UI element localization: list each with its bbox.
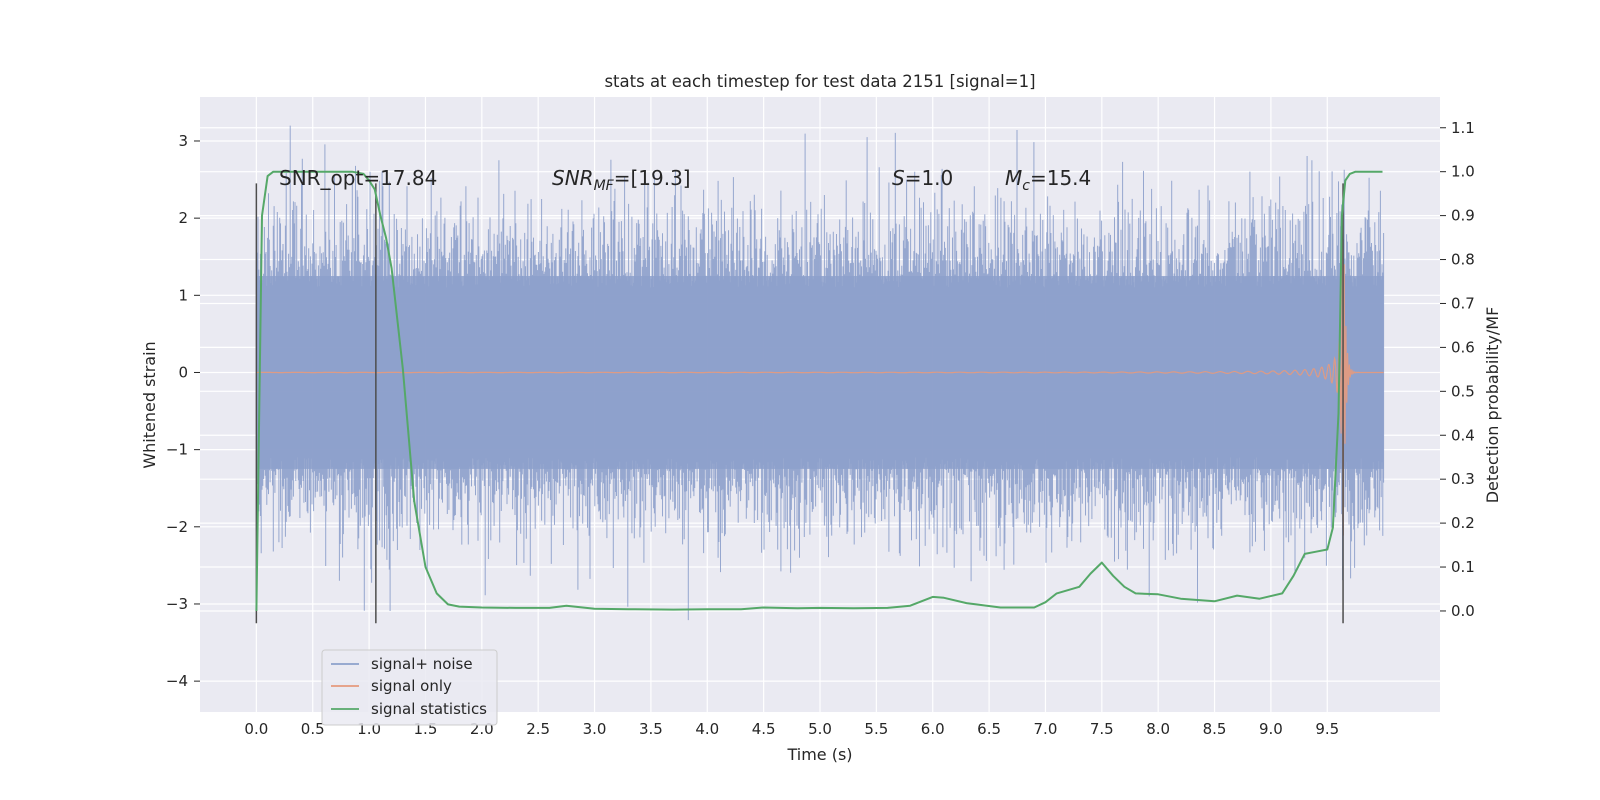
y-tick-label: 3: [178, 132, 188, 150]
snr-mf-subscript: MF: [594, 178, 615, 194]
x-tick-label: 9.5: [1315, 720, 1339, 738]
y-axis-label: Whitened strain: [140, 341, 159, 468]
annotation-snr-mf: SNRMF=[19.3]: [552, 166, 691, 194]
right-tick-label: 0.2: [1451, 514, 1475, 532]
right-tick-label: 1.1: [1451, 119, 1475, 137]
signal-statistics-series: [255, 170, 1383, 612]
x-tick-label: 0.5: [301, 720, 325, 738]
right-axis-label: Detection probability/MF: [1483, 307, 1502, 504]
x-tick-label: 2.5: [526, 720, 550, 738]
x-tick-label: 0.0: [244, 720, 268, 738]
legend-box: [321, 649, 498, 726]
signal-only-series: [256, 208, 1384, 536]
s-symbol: S: [892, 166, 905, 190]
x-tick-label: 4.0: [695, 720, 719, 738]
signal-statistics-line: [255, 170, 1383, 612]
right-tick-label: 0.0: [1451, 602, 1475, 620]
signal-only-line: [256, 208, 1384, 536]
x-axis-ticks: 0.0 0.5 1.0 1.5 2.0 2.5 3.0 3.5 4.0 4.5 5.0 5.5 6.0 6…: [244, 720, 1339, 738]
s-value: =1.0: [905, 166, 954, 190]
x-tick-label: 7.5: [1090, 720, 1114, 738]
annotation-snr-opt: SNR_opt=17.84: [279, 166, 437, 190]
x-tick-label: 8.0: [1146, 720, 1170, 738]
y-tick-label: 2: [178, 209, 188, 227]
snr-mf-symbol: SNR: [552, 166, 594, 190]
y-tick-label: −1: [166, 441, 188, 459]
right-tick-label: 0.4: [1451, 426, 1475, 444]
x-tick-label: 5.0: [808, 720, 832, 738]
x-tick-label: 6.0: [921, 720, 945, 738]
right-tick-label: 0.5: [1451, 382, 1475, 400]
right-tick-label: 0.9: [1451, 207, 1475, 225]
right-tick-label: 0.8: [1451, 251, 1475, 269]
snr-mf-value: =[19.3]: [614, 166, 691, 190]
y-tick-label: −4: [166, 672, 188, 690]
y-tick-label: −2: [166, 518, 188, 536]
annotation-s: S=1.0: [892, 166, 953, 190]
mc-symbol: M: [1005, 166, 1022, 190]
mc-subscript: c: [1022, 178, 1030, 194]
y-tick-label: 0: [178, 363, 188, 381]
legend: signal+ noise signal only signal statist…: [321, 649, 498, 726]
right-tick-label: 0.7: [1451, 294, 1475, 312]
mc-value: =15.4: [1030, 166, 1091, 190]
x-tick-label: 4.5: [752, 720, 776, 738]
right-tick-label: 0.1: [1451, 558, 1475, 576]
y-tick-label: −3: [166, 595, 188, 613]
x-tick-label: 5.5: [864, 720, 888, 738]
right-tick-label: 1.0: [1451, 163, 1475, 181]
legend-label-signal-noise: signal+ noise: [371, 655, 473, 673]
x-axis-label: Time (s): [786, 745, 852, 764]
chart-title: stats at each timestep for test data 215…: [604, 72, 1035, 91]
x-tick-label: 3.5: [639, 720, 663, 738]
x-tick-label: 9.0: [1259, 720, 1283, 738]
y-axis-ticks: 3 2 1 0 −1 −2 −3 −4: [166, 132, 200, 690]
right-axis-ticks: 1.1 1.0 0.9 0.8 0.7 0.6 0.5 0.4 0.3 0.2 0.1 0.0: [1440, 119, 1475, 620]
right-tick-label: 0.6: [1451, 338, 1475, 356]
x-tick-label: 6.5: [977, 720, 1001, 738]
annotation-mc: Mc=15.4: [1005, 166, 1091, 194]
right-tick-label: 0.3: [1451, 470, 1475, 488]
legend-label-signal-only: signal only: [371, 677, 452, 695]
x-tick-label: 7.0: [1034, 720, 1058, 738]
x-tick-label: 8.5: [1203, 720, 1227, 738]
x-tick-label: 3.0: [583, 720, 607, 738]
y-tick-label: 1: [178, 286, 188, 304]
legend-label-signal-statistics: signal statistics: [371, 700, 487, 718]
